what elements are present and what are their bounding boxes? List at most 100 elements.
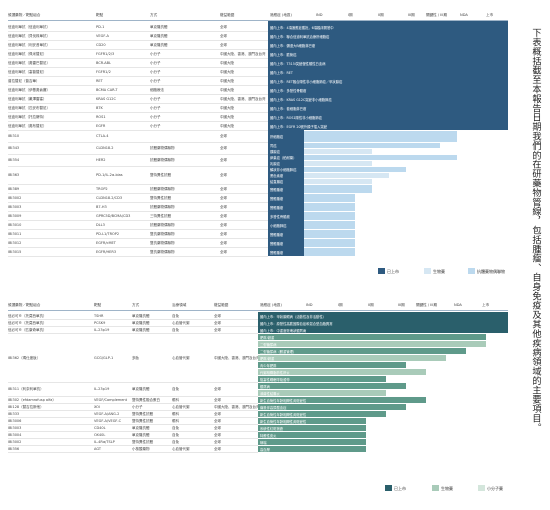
row-candidate: IBI333 — [8, 411, 20, 416]
row-rights: 全球 — [220, 173, 227, 177]
header-launch: 上市 — [482, 303, 490, 307]
phase-bar — [258, 361, 406, 368]
row-area: 自免 — [172, 387, 179, 391]
row-candidate: 信必可®（托莫西單抗） — [8, 313, 47, 318]
row-candidate: 信必可®（托莫西單抗） — [8, 320, 47, 325]
phase-bar — [304, 247, 355, 256]
phase-bar — [258, 417, 366, 424]
legend-label: 小分子藥 — [487, 486, 503, 491]
phase-label: 胰腺癌 — [270, 150, 280, 154]
row-candidate: IBI3006 — [8, 418, 22, 423]
row-rights: 全球 — [214, 411, 221, 416]
row-divider — [8, 31, 268, 32]
row-rights: 全球 — [214, 313, 221, 318]
phase-bar — [258, 389, 386, 396]
phase-label: 痛風伴高尿酸血症 — [260, 405, 287, 410]
row-divider — [8, 424, 258, 425]
row-mode: 小分子 — [150, 78, 161, 83]
header-candidate: 候選藥物／靶點組合 — [8, 13, 41, 17]
row-divider — [8, 58, 268, 59]
table-row: IBI3006 VEGF-A/VEGF-C 雙特異性抗體 眼科 全球 — [8, 417, 258, 424]
header-phase3: III期 — [398, 303, 405, 307]
row-divider — [8, 382, 258, 383]
table-row: IBI356 AGT 小核酸藥物 心血管代謝 全球 — [8, 445, 258, 452]
phase-bar — [258, 333, 486, 340]
row-target: PD-L1/TROP2 — [96, 231, 120, 236]
table-row: IBI310 CTLA-4 全球 — [8, 130, 268, 142]
phase-label: 二型糖尿病（體重管理） — [260, 349, 297, 354]
row-rights: 全球 — [220, 213, 227, 218]
row-candidate: IBI3002 — [8, 195, 22, 200]
row-candidate: 信迪利單抗（伊基奧侖賽） — [8, 87, 50, 92]
table-row: IBI3003 CD40L 單克隆抗體 自免 全球 — [8, 424, 258, 431]
header-phase1: I期 — [348, 13, 353, 17]
table-row: IBI3011 PD-L1/TROP2 雙抗藥物偶聯物 全球 — [8, 229, 268, 238]
table-row: IBI363 PD-1/IL-2α-bias 雙特異性抗體 全球 — [8, 166, 268, 184]
phase-bar — [304, 184, 372, 193]
row-candidate: IBI3012 — [8, 240, 22, 245]
table-row: 普拉替尼（普吉華） RET 小分子 中國大陸 — [8, 76, 268, 85]
row-area: 心血管代謝 — [172, 355, 190, 360]
row-target: VEGF-A/ANG-2 — [94, 411, 120, 416]
row-rights: 全球 — [214, 320, 221, 325]
phase-label: 實體腫瘤 — [270, 232, 284, 237]
row-target: XOI — [94, 404, 100, 409]
row-candidate: IBI3015 — [8, 249, 22, 254]
row-divider — [8, 452, 258, 453]
row-divider — [8, 184, 268, 185]
table-row: IBI3012 EGFR/cMET 雙抗藥物偶聯物 全球 — [8, 238, 268, 247]
row-rights: 中國大陸、香港、澳門及台灣 — [220, 96, 266, 101]
approved-note: 國內上市：KRAS G12C突變非小細胞肺癌 — [270, 97, 332, 102]
row-rights: 中國大陸、香港、澳門及台灣 — [220, 51, 266, 56]
row-rights: 全球 — [220, 146, 227, 150]
row-mode: 小分子 — [150, 123, 161, 128]
row-rights: 中國大陸 — [220, 105, 234, 110]
indication-cell — [268, 154, 304, 166]
row-mode: 單克隆抗體 — [150, 42, 168, 47]
row-area: 心血管代謝 — [172, 320, 190, 325]
row-divider — [8, 121, 268, 122]
row-target: GPRC5D/BCMA/CD3 — [96, 213, 131, 218]
approved-note: 國內上市：套細胞淋巴瘤 — [270, 106, 307, 111]
row-candidate: IBI354 — [8, 158, 20, 162]
table-row: IBI354 HER2 抗體藥物偶聯物 全球 — [8, 154, 268, 166]
header-pivotal: 關鍵性 / III期 — [426, 13, 448, 17]
row-divider — [8, 130, 268, 131]
table-row: IBI333 VEGF-A/ANG-2 雙特異性抗體 眼科 全球 — [8, 410, 258, 417]
phase-label: 新生血管性年齡相關性黃斑變性 — [260, 398, 307, 403]
row-target: DLL3 — [96, 222, 105, 227]
row-candidate: 普拉替尼（普吉華） — [8, 78, 40, 83]
row-target: CD20 — [96, 42, 106, 47]
header-rights: 權益範圍 — [220, 13, 235, 17]
header-phase2: II期 — [378, 13, 384, 17]
row-divider — [8, 94, 268, 95]
row-rights: 中國大陸 — [220, 60, 234, 65]
row-candidate: IBI362（瑪仕度肽） — [8, 355, 41, 360]
row-candidate: 信迪利單抗（奧布替尼） — [8, 123, 47, 128]
phase-bar — [258, 347, 466, 354]
row-divider — [8, 49, 268, 50]
header-mode: 方式 — [132, 303, 140, 307]
row-mode: 單克隆抗體 — [132, 327, 150, 332]
row-mode: 單克隆抗體 — [132, 387, 150, 391]
row-mode: 抗體藥物偶聯物 — [150, 146, 175, 150]
phase-bar — [258, 403, 406, 410]
header-indication: 適應症 (地區) — [260, 303, 282, 307]
row-target: RET — [96, 78, 103, 83]
row-divider — [8, 142, 268, 143]
phase-label: 青少年肥胖 — [260, 363, 277, 368]
row-target: AGT — [94, 446, 102, 451]
row-candidate: IBI356 — [8, 446, 20, 451]
row-area: 自免 — [172, 313, 179, 318]
approved-bar — [268, 22, 508, 31]
row-candidate: IBI3003 — [8, 425, 22, 430]
row-candidate: IBI3009 — [8, 213, 22, 218]
row-rights: 中國大陸 — [220, 69, 234, 74]
header-nda: NDA — [460, 13, 468, 17]
phase-label: 系統性紅斑狼瘡 — [260, 426, 284, 431]
row-mode: 小分子 — [150, 60, 161, 65]
legend-swatch — [432, 485, 439, 491]
row-candidate: IBI343 — [8, 146, 20, 150]
row-target: IL-4Rα/TSLP — [94, 439, 115, 444]
indication-cell — [268, 247, 304, 256]
